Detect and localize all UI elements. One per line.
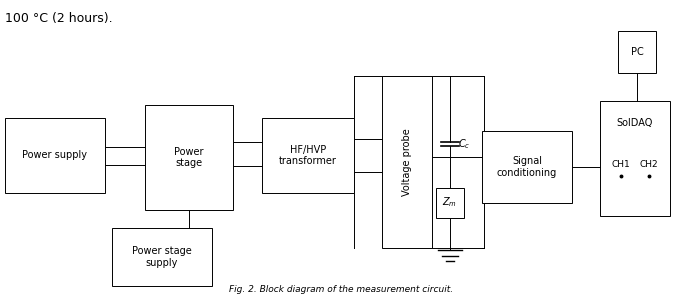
Bar [262, 118, 354, 193]
Text: Voltage probe: Voltage probe [402, 128, 412, 196]
Bar [5, 118, 105, 193]
Bar [618, 31, 656, 73]
Text: Signal
conditioning: Signal conditioning [497, 156, 557, 178]
Text: 100 °C (2 hours).: 100 °C (2 hours). [5, 12, 113, 25]
Text: SolDAQ: SolDAQ [617, 118, 653, 128]
Text: $Z_m$: $Z_m$ [443, 195, 458, 209]
Bar [112, 228, 212, 286]
Text: Power stage
supply: Power stage supply [132, 246, 192, 268]
Text: CH1: CH1 [612, 160, 630, 169]
Bar [145, 105, 233, 210]
Bar [436, 187, 464, 218]
Bar [600, 101, 670, 216]
Bar [382, 76, 432, 248]
Text: PC: PC [631, 47, 643, 57]
Text: $C_c$: $C_c$ [458, 137, 471, 151]
Text: Power
stage: Power stage [174, 147, 204, 168]
Text: Fig. 2. Block diagram of the measurement circuit.: Fig. 2. Block diagram of the measurement… [229, 285, 453, 294]
Bar [482, 131, 572, 203]
Text: Power supply: Power supply [23, 150, 87, 161]
Text: CH2: CH2 [640, 160, 658, 169]
Text: HF/HVP
transformer: HF/HVP transformer [279, 145, 337, 166]
